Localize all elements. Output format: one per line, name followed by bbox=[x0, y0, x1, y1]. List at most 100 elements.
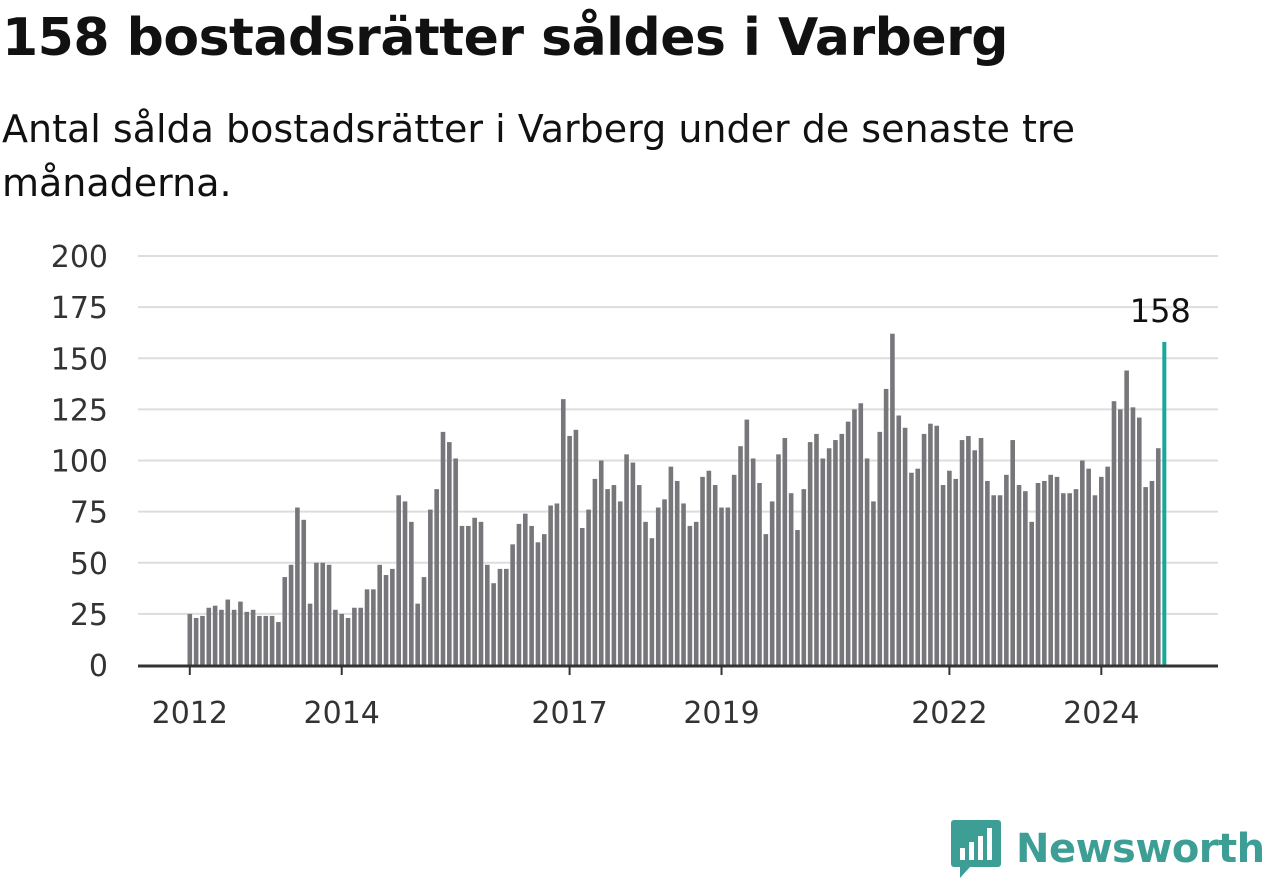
bar bbox=[801, 489, 807, 665]
bar bbox=[396, 495, 401, 665]
bar bbox=[681, 503, 686, 665]
bar bbox=[402, 501, 408, 665]
bar bbox=[307, 603, 313, 665]
bar bbox=[428, 509, 433, 665]
bar bbox=[883, 388, 889, 665]
bar bbox=[1067, 493, 1072, 665]
bar bbox=[567, 435, 572, 665]
brand-name: Newsworthy bbox=[1016, 826, 1262, 872]
bar bbox=[1099, 476, 1104, 665]
bar bbox=[1080, 460, 1085, 665]
bar bbox=[193, 617, 199, 665]
bar bbox=[548, 505, 553, 665]
chart-title: 158 bostadsrätter såldes i Varberg bbox=[2, 8, 1008, 68]
bar bbox=[1124, 370, 1129, 665]
bar bbox=[700, 476, 705, 665]
bar bbox=[1149, 480, 1155, 665]
bar bbox=[333, 609, 338, 665]
bar bbox=[263, 615, 269, 665]
bar bbox=[586, 509, 591, 665]
y-tick-label: 25 bbox=[70, 598, 108, 633]
bar bbox=[1086, 468, 1091, 665]
bar bbox=[1016, 485, 1022, 665]
bar bbox=[864, 458, 870, 665]
bar bbox=[529, 525, 534, 665]
x-tick-label: 2019 bbox=[683, 696, 759, 731]
bar bbox=[326, 564, 332, 665]
bar bbox=[1054, 476, 1060, 665]
y-tick-label: 75 bbox=[70, 496, 108, 531]
bar bbox=[231, 609, 237, 665]
bar bbox=[1155, 448, 1161, 665]
bar bbox=[352, 607, 357, 665]
bar bbox=[605, 489, 610, 665]
bar bbox=[257, 615, 262, 665]
bar bbox=[959, 440, 965, 665]
bar bbox=[206, 607, 212, 665]
bar bbox=[1111, 401, 1117, 665]
bar bbox=[769, 501, 775, 665]
bar bbox=[966, 435, 971, 665]
bar bbox=[738, 446, 743, 665]
bar bbox=[845, 421, 851, 665]
bar bbox=[320, 562, 326, 665]
bar bbox=[807, 442, 813, 665]
bar bbox=[706, 470, 712, 665]
bar bbox=[852, 409, 857, 665]
bar bbox=[212, 605, 218, 665]
bar bbox=[598, 460, 604, 665]
bar bbox=[244, 611, 250, 665]
bar bbox=[1092, 495, 1098, 665]
bar bbox=[1105, 466, 1110, 665]
bar bbox=[668, 466, 674, 665]
bar bbox=[377, 564, 382, 665]
y-tick-label: 150 bbox=[51, 342, 108, 377]
bar bbox=[776, 454, 781, 665]
bar bbox=[1042, 480, 1047, 665]
bar bbox=[510, 544, 515, 665]
bar bbox=[902, 427, 908, 665]
bar bbox=[358, 607, 364, 665]
bar bbox=[238, 601, 243, 665]
x-tick-label: 2012 bbox=[152, 696, 228, 731]
bar bbox=[915, 468, 921, 665]
bar bbox=[491, 583, 496, 665]
bar bbox=[276, 622, 281, 665]
bar bbox=[858, 403, 864, 665]
bar bbox=[301, 519, 307, 665]
bar bbox=[662, 499, 667, 665]
bar bbox=[877, 431, 883, 665]
bar bbox=[1023, 491, 1028, 665]
bar bbox=[1010, 440, 1015, 665]
bar bbox=[1048, 474, 1053, 665]
y-tick-label: 175 bbox=[51, 291, 108, 326]
bar bbox=[421, 577, 427, 665]
bar bbox=[757, 482, 762, 665]
bar bbox=[997, 495, 1003, 665]
bar bbox=[288, 564, 294, 665]
x-tick-label: 2022 bbox=[911, 696, 987, 731]
y-tick-label: 0 bbox=[89, 649, 108, 684]
bar bbox=[1073, 489, 1079, 665]
bar bbox=[371, 589, 376, 665]
bar bbox=[200, 615, 205, 665]
bar bbox=[795, 530, 800, 665]
bar bbox=[731, 474, 737, 665]
bar bbox=[516, 523, 522, 665]
bar bbox=[744, 419, 750, 665]
bar bbox=[573, 429, 579, 665]
bar bbox=[592, 478, 598, 665]
bar bbox=[1137, 417, 1142, 665]
bar bbox=[636, 485, 642, 665]
bar bbox=[282, 577, 288, 665]
chart-subtitle: Antal sålda bostadsrätter i Varberg unde… bbox=[2, 107, 1076, 205]
bar bbox=[820, 458, 826, 665]
bar bbox=[763, 534, 769, 665]
x-tick-label: 2024 bbox=[1063, 696, 1139, 731]
bar bbox=[1143, 487, 1148, 665]
bar bbox=[1118, 409, 1123, 665]
bars bbox=[187, 333, 1167, 665]
y-tick-label: 200 bbox=[51, 240, 108, 275]
bar bbox=[947, 470, 952, 665]
bar bbox=[434, 489, 439, 665]
